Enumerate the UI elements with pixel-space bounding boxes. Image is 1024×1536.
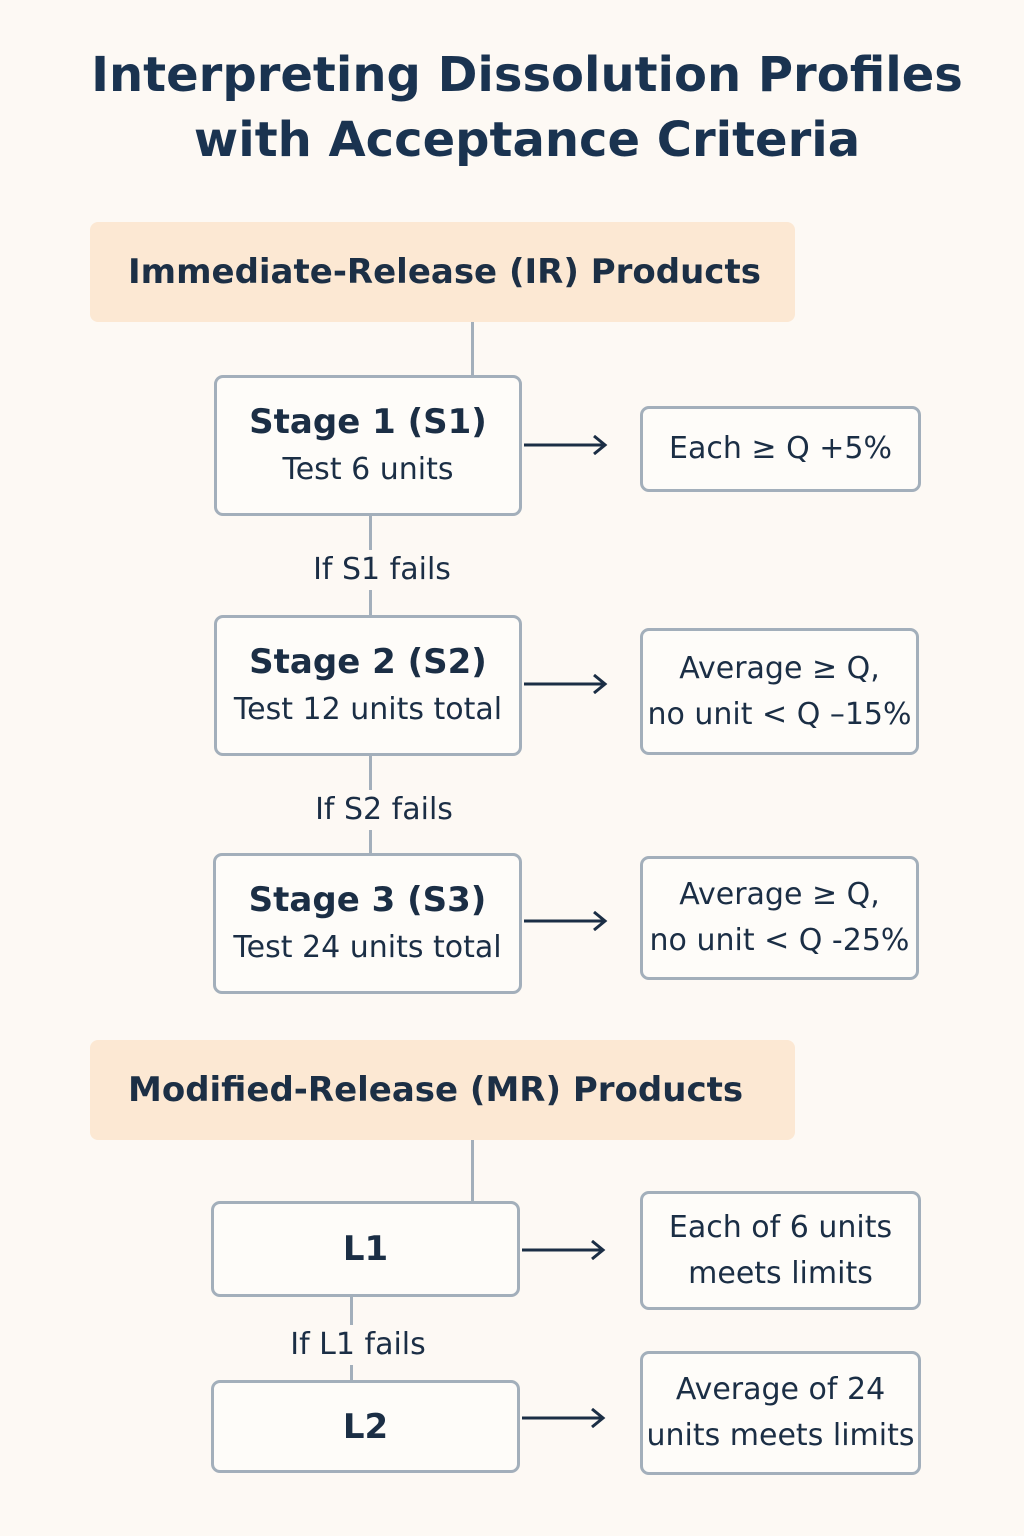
stage-title: Stage 1 (S1) bbox=[249, 401, 487, 442]
criteria-text: Average ≥ Q, bbox=[679, 877, 880, 912]
transition-label: If S1 fails bbox=[282, 550, 482, 590]
arrow-right-icon bbox=[524, 674, 608, 694]
level-2-box: L2 bbox=[211, 1380, 520, 1473]
ir-section-header: Immediate-Release (IR) Products bbox=[90, 222, 795, 322]
arrow-right-icon bbox=[524, 911, 608, 931]
criteria-text: units meets limits bbox=[646, 1418, 915, 1453]
criteria-text: no unit < Q -25% bbox=[649, 923, 910, 958]
stage-title: Stage 3 (S3) bbox=[248, 879, 487, 920]
stage-1-criteria: Each ≥ Q +5% bbox=[640, 406, 921, 492]
arrow-right-icon bbox=[524, 435, 608, 455]
stage-subtitle: Test 12 units total bbox=[233, 691, 503, 727]
arrow-right-icon bbox=[522, 1240, 606, 1260]
transition-label: If L1 fails bbox=[258, 1325, 458, 1365]
diagram-title-line2: with Acceptance Criteria bbox=[193, 112, 861, 168]
criteria-text: Average ≥ Q, bbox=[679, 650, 880, 686]
diagram-title-line1: Interpreting Dissolution Profiles bbox=[91, 47, 963, 103]
level-1-box: L1 bbox=[211, 1201, 520, 1297]
transition-label: If S2 fails bbox=[284, 790, 484, 830]
connector bbox=[471, 322, 474, 375]
stage-3-criteria: Average ≥ Q, no unit < Q -25% bbox=[640, 856, 919, 980]
arrow-right-icon bbox=[522, 1408, 606, 1428]
criteria-text: meets limits bbox=[688, 1255, 873, 1291]
criteria-text: no unit < Q –15% bbox=[647, 696, 912, 732]
stage-subtitle: Test 6 units bbox=[282, 451, 454, 487]
stage-1-box: Stage 1 (S1) Test 6 units bbox=[214, 375, 522, 516]
criteria-text: Each of 6 units bbox=[668, 1209, 893, 1245]
ir-header-label: Immediate-Release (IR) Products bbox=[128, 252, 761, 292]
stage-3-box: Stage 3 (S3) Test 24 units total bbox=[213, 853, 522, 994]
mr-header-label: Modified-Release (MR) Products bbox=[128, 1070, 744, 1110]
level-title: L1 bbox=[342, 1229, 389, 1269]
stage-2-box: Stage 2 (S2) Test 12 units total bbox=[214, 615, 522, 756]
level-1-criteria: Each of 6 units meets limits bbox=[640, 1191, 921, 1310]
level-title: L2 bbox=[342, 1406, 389, 1447]
level-2-criteria: Average of 24 units meets limits bbox=[640, 1351, 921, 1475]
connector bbox=[471, 1140, 474, 1201]
mr-section-header: Modified-Release (MR) Products bbox=[90, 1040, 795, 1140]
criteria-text: Average of 24 bbox=[675, 1372, 886, 1407]
criteria-text: Each ≥ Q +5% bbox=[669, 431, 892, 466]
stage-2-criteria: Average ≥ Q, no unit < Q –15% bbox=[640, 628, 919, 755]
stage-subtitle: Test 24 units total bbox=[233, 929, 502, 965]
stage-title: Stage 2 (S2) bbox=[249, 641, 487, 682]
